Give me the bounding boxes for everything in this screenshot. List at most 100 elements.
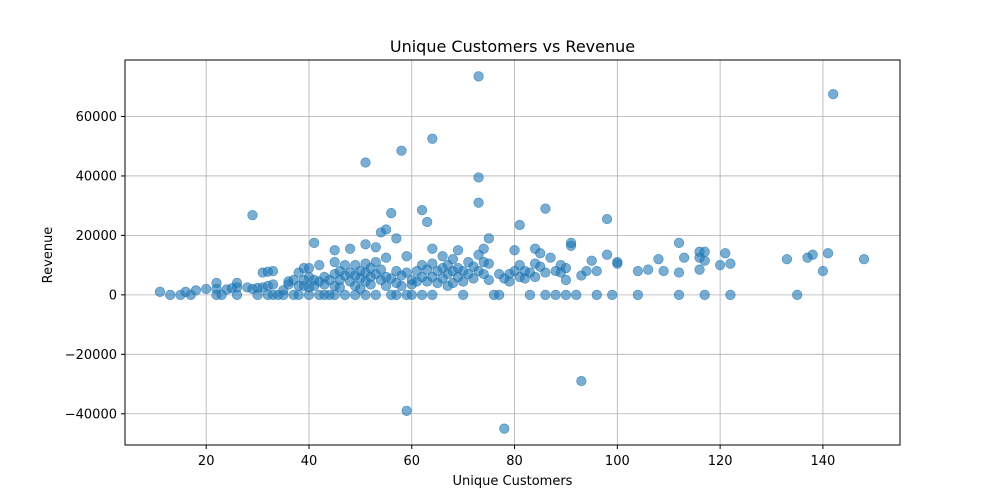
y-tick-label: 0 [109,288,117,303]
data-point [715,260,726,271]
data-point [165,289,176,300]
data-point [530,271,541,283]
chart-title: Unique Customers vs Revenue [390,37,635,56]
y-axis-ticks: −40000 −20000 0 20000 40000 60000 [65,110,125,422]
data-point [560,274,572,286]
data-point [473,172,484,183]
data-point [781,254,793,265]
data-point [458,289,469,300]
data-point [386,208,397,219]
data-point [360,157,371,168]
data-point [391,289,402,300]
x-axis-label: Unique Customers [453,474,573,489]
x-tick-label: 40 [301,454,318,469]
x-tick-label: 20 [198,454,215,469]
data-point [545,252,556,263]
data-point [694,264,705,275]
data-point [401,267,412,278]
data-point [396,280,407,292]
data-point [560,263,572,274]
data-point [612,258,623,269]
data-point [601,213,613,225]
data-point [725,289,736,300]
x-axis-ticks: 20 40 60 80 100 120 140 [198,445,835,469]
data-point [473,197,484,208]
data-point [699,246,710,257]
data-point [427,243,438,254]
data-point [396,145,407,156]
y-tick-label: 40000 [76,169,117,184]
grid-lines [125,60,900,445]
data-point [314,260,325,271]
data-point [447,254,458,265]
data-point [535,248,546,259]
data-point [416,289,428,300]
data-point [201,283,212,295]
data-point [360,289,371,300]
data-point [643,264,654,275]
data-point [504,276,515,287]
data-point [828,89,839,100]
data-point [267,265,279,277]
data-point [380,280,392,292]
data-point [858,254,870,265]
data-point [720,248,731,259]
data-point [632,289,643,300]
data-point [581,265,592,277]
data-point [380,224,392,235]
x-tick-label: 100 [605,454,630,469]
data-point [370,289,381,300]
data-point [329,245,340,256]
data-point [817,265,829,277]
data-point [673,267,685,278]
data-point [365,279,376,290]
data-point [679,252,690,263]
data-point [653,254,664,265]
data-point [309,237,320,248]
scatter-points [154,71,870,434]
data-point [427,133,438,144]
data-point [509,245,520,256]
data-point [370,257,381,268]
data-point [329,257,340,268]
data-point [154,286,166,297]
data-point [339,289,351,300]
data-point [247,210,258,221]
data-point [591,265,602,277]
data-point [293,289,304,300]
data-point [565,240,577,251]
data-point [540,203,551,214]
data-point [807,249,818,260]
data-point [514,219,525,231]
data-point [190,285,202,296]
data-point [370,242,381,253]
data-point [344,243,356,254]
data-point [231,289,243,300]
data-point [473,71,484,82]
data-point [483,274,494,286]
data-point [401,405,412,416]
data-point [478,243,489,254]
data-point [252,289,263,300]
x-tick-label: 120 [708,454,733,469]
data-point [329,289,340,300]
data-point [658,265,669,277]
data-point [699,255,710,266]
data-point [401,251,412,262]
plot-frame [124,59,901,446]
y-tick-label: 20000 [76,229,117,244]
data-point [267,279,279,290]
data-point [576,375,587,387]
data-point [673,289,685,300]
data-point [452,245,464,256]
data-point [499,423,510,434]
y-tick-label: −20000 [65,348,117,363]
data-point [571,289,582,300]
data-point [437,251,448,262]
data-point [360,239,371,250]
data-point [427,258,438,269]
data-point [422,216,433,228]
y-tick-label: −40000 [65,407,117,422]
data-point [591,289,602,300]
